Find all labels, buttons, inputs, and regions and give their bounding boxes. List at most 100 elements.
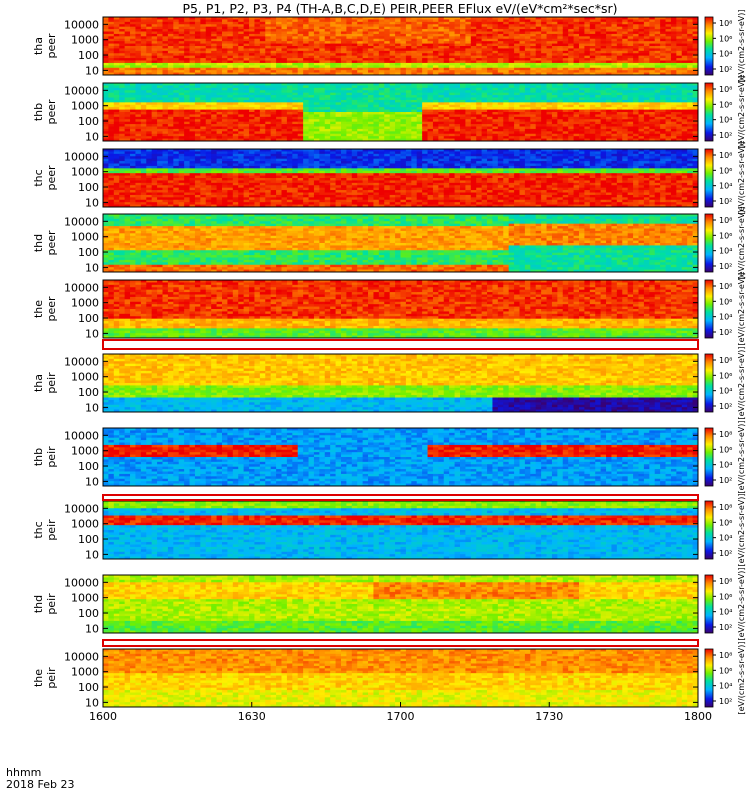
heatmap-cell	[227, 21, 234, 25]
heatmap-cell	[470, 46, 477, 49]
heatmap-cell	[384, 119, 391, 123]
heatmap-cell	[330, 48, 336, 52]
heatmap-cell	[584, 67, 591, 71]
heatmap-cell	[313, 53, 320, 57]
heatmap-cell	[346, 133, 353, 137]
heatmap-cell	[378, 21, 385, 25]
heatmap-cell	[519, 109, 526, 113]
heatmap-cell	[211, 58, 217, 61]
heatmap-cell	[438, 99, 445, 103]
heatmap-cell	[562, 121, 569, 125]
heatmap-cell	[665, 36, 672, 40]
heatmap-cell	[270, 58, 277, 61]
heatmap-cell	[249, 60, 255, 64]
heatmap-cell	[384, 58, 391, 61]
heatmap-cell	[308, 46, 315, 49]
heatmap-cell	[497, 58, 504, 61]
heatmap-cell	[589, 87, 596, 91]
heatmap-cell	[357, 70, 364, 73]
heatmap-cell	[465, 104, 472, 108]
heatmap-cell	[254, 109, 261, 113]
heatmap-cell	[238, 58, 245, 61]
heatmap-cell	[670, 46, 677, 49]
heatmap-cell	[573, 107, 580, 110]
heatmap-cell	[395, 36, 401, 40]
heatmap-cell	[341, 136, 347, 139]
heatmap-cell	[124, 70, 131, 73]
heatmap-cell	[222, 99, 228, 103]
heatmap-cell	[313, 67, 320, 71]
heatmap-cell	[638, 70, 645, 73]
heatmap-cell	[514, 114, 520, 118]
heatmap-cell	[281, 116, 288, 120]
heatmap-cell	[633, 26, 639, 30]
heatmap-cell	[443, 90, 450, 94]
heatmap-cell	[286, 24, 293, 28]
heatmap-cell	[470, 131, 477, 135]
heatmap-cell	[649, 43, 656, 47]
heatmap-cell	[427, 26, 434, 30]
heatmap-cell	[103, 58, 109, 61]
heatmap-cell	[584, 31, 591, 35]
heatmap-cell	[270, 126, 277, 130]
heatmap-cell	[292, 107, 299, 110]
heatmap-cell	[470, 29, 477, 32]
heatmap-cell	[422, 90, 428, 94]
heatmap-cell	[524, 107, 531, 110]
heatmap-cell	[200, 131, 207, 135]
heatmap-cell	[638, 50, 645, 54]
heatmap-cell	[135, 62, 142, 66]
heatmap-cell	[184, 114, 190, 118]
heatmap-cell	[595, 55, 602, 59]
heatmap-cell	[487, 102, 493, 106]
heatmap-cell	[454, 70, 461, 73]
heatmap-cell	[297, 102, 304, 106]
heatmap-cell	[443, 58, 450, 61]
heatmap-cell	[205, 112, 212, 115]
heatmap-cell	[432, 53, 439, 57]
heatmap-cell	[276, 26, 282, 30]
heatmap-cell	[140, 121, 147, 125]
heatmap-cell	[151, 133, 158, 137]
heatmap-cell	[497, 36, 504, 40]
heatmap-cell	[541, 121, 547, 125]
heatmap-cell	[319, 67, 326, 71]
heatmap-cell	[589, 29, 596, 32]
heatmap-cell	[584, 128, 591, 132]
heatmap-cell	[389, 116, 396, 120]
heatmap-cell	[281, 133, 288, 137]
heatmap-cell	[405, 85, 412, 89]
heatmap-cell	[503, 60, 510, 64]
heatmap-cell	[395, 85, 401, 89]
heatmap-cell	[476, 104, 483, 108]
heatmap-cell	[124, 114, 131, 118]
heatmap-cell	[519, 67, 526, 71]
heatmap-cell	[249, 53, 255, 57]
heatmap-cell	[373, 90, 380, 94]
heatmap-cell	[557, 58, 564, 61]
heatmap-cell	[378, 92, 385, 96]
heatmap-cell	[470, 55, 477, 59]
heatmap-cell	[519, 50, 526, 54]
heatmap-cell	[449, 126, 455, 130]
heatmap-cell	[157, 67, 163, 71]
y-tick-label: 1000	[71, 34, 99, 47]
heatmap-cell	[167, 29, 174, 32]
heatmap-cell	[454, 60, 461, 64]
heatmap-cell	[216, 31, 223, 35]
heatmap-cell	[535, 67, 542, 71]
heatmap-cell	[616, 50, 623, 54]
heatmap-cell	[432, 114, 439, 118]
heatmap-cell	[330, 21, 336, 25]
heatmap-cell	[670, 55, 677, 59]
heatmap-cell	[503, 62, 510, 66]
heatmap-cell	[422, 107, 428, 110]
heatmap-cell	[130, 104, 136, 108]
heatmap-cell	[232, 114, 239, 118]
heatmap-cell	[600, 58, 607, 61]
heatmap-cell	[503, 43, 510, 47]
heatmap-cell	[362, 107, 369, 110]
heatmap-cell	[449, 124, 455, 127]
heatmap-cell	[573, 133, 580, 137]
heatmap-cell	[189, 26, 196, 30]
